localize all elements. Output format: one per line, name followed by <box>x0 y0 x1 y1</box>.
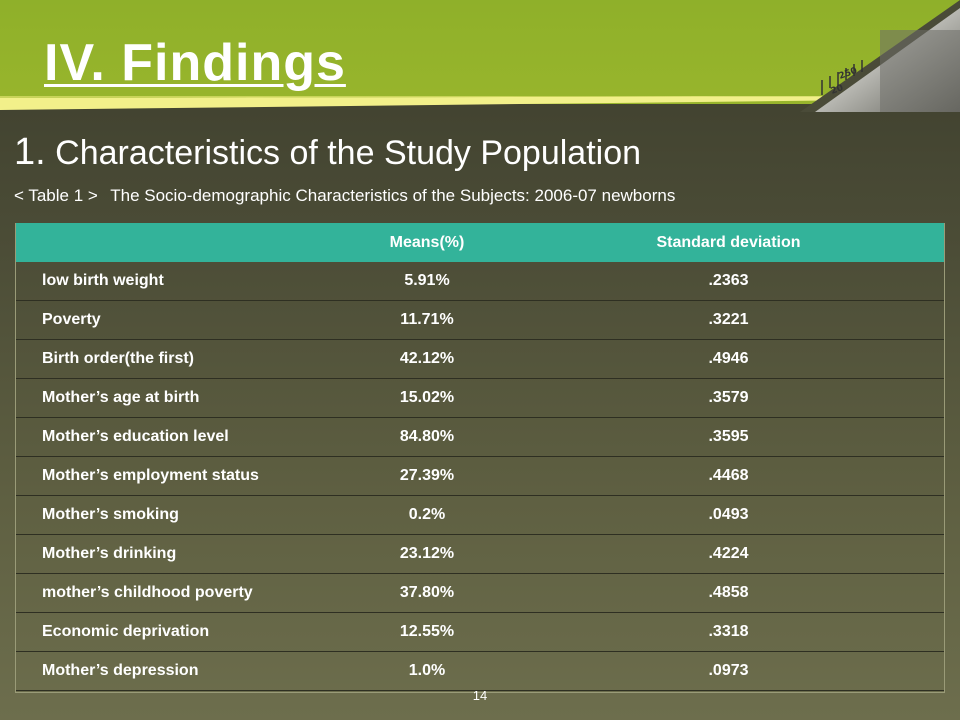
row-label: Mother’s smoking <box>15 495 342 535</box>
table-row: low birth weight 5.91% .2363 <box>15 262 945 301</box>
row-label: Mother’s drinking <box>15 534 342 574</box>
row-sd: .4946 <box>512 339 945 379</box>
row-label: Mother’s employment status <box>15 456 342 496</box>
slide-title: IV. Findings <box>44 34 346 92</box>
row-sd: .2363 <box>512 262 945 301</box>
row-label: Mother’s depression <box>15 651 342 691</box>
section-number: 1. <box>14 131 46 173</box>
row-mean: 27.39% <box>342 456 512 496</box>
header-means: Means(%) <box>342 223 512 262</box>
row-mean: 42.12% <box>342 339 512 379</box>
row-sd: .3595 <box>512 417 945 457</box>
table-row: Mother’s depression 1.0% .0973 <box>15 651 945 691</box>
section-title: Characteristics of the Study Population <box>55 134 642 172</box>
row-label: Mother’s education level <box>15 417 342 457</box>
table-row: Poverty 11.71% .3221 <box>15 300 945 340</box>
row-sd: .4224 <box>512 534 945 574</box>
table-row: Economic deprivation 12.55% .3318 <box>15 612 945 652</box>
table-row: Mother’s education level 84.80% .3595 <box>15 417 945 457</box>
row-sd: .4468 <box>512 456 945 496</box>
table-row: Mother’s employment status 27.39% .4468 <box>15 456 945 496</box>
table-header-row: Means(%) Standard deviation <box>15 223 945 262</box>
findings-table: Means(%) Standard deviation low birth we… <box>15 223 945 691</box>
table-caption-text: The Socio-demographic Characteristics of… <box>110 186 676 205</box>
page-number: 14 <box>472 688 488 703</box>
header-cell-empty <box>15 223 342 262</box>
row-mean: 0.2% <box>342 495 512 535</box>
header-band <box>0 0 960 104</box>
accent-stripe <box>0 96 960 110</box>
section-heading: 1. Characteristics of the Study Populati… <box>14 130 641 175</box>
table-label: < Table 1 > <box>14 186 98 205</box>
row-mean: 12.55% <box>342 612 512 652</box>
row-sd: .3318 <box>512 612 945 652</box>
row-label: Mother’s age at birth <box>15 378 342 418</box>
row-mean: 15.02% <box>342 378 512 418</box>
table-row: mother’s childhood poverty 37.80% .4858 <box>15 573 945 613</box>
table-caption: < Table 1 > The Socio-demographic Charac… <box>14 184 675 208</box>
row-sd: .3579 <box>512 378 945 418</box>
header-standard-deviation: Standard deviation <box>512 223 945 262</box>
table-row: Mother’s smoking 0.2% .0493 <box>15 495 945 535</box>
row-mean: 1.0% <box>342 651 512 691</box>
table-row: Mother’s age at birth 15.02% .3579 <box>15 378 945 418</box>
table-row: Birth order(the first) 42.12% .4946 <box>15 339 945 379</box>
row-sd: .0493 <box>512 495 945 535</box>
row-mean: 5.91% <box>342 262 512 301</box>
row-label: mother’s childhood poverty <box>15 573 342 613</box>
row-sd: .3221 <box>512 300 945 340</box>
table-row: Mother’s drinking 23.12% .4224 <box>15 534 945 574</box>
row-mean: 84.80% <box>342 417 512 457</box>
table-body: low birth weight 5.91% .2363 Poverty 11.71%.… <box>15 262 945 691</box>
row-sd: .4858 <box>512 573 945 613</box>
row-label: Birth order(the first) <box>15 339 342 379</box>
row-label: Poverty <box>15 300 342 340</box>
row-mean: 23.12% <box>342 534 512 574</box>
svg-text:20: 20 <box>830 83 845 97</box>
row-mean: 37.80% <box>342 573 512 613</box>
gauge-decoration: 250 20 <box>800 0 960 112</box>
row-mean: 11.71% <box>342 300 512 340</box>
row-label: low birth weight <box>15 262 342 301</box>
row-label: Economic deprivation <box>15 612 342 652</box>
row-sd: .0973 <box>512 651 945 691</box>
